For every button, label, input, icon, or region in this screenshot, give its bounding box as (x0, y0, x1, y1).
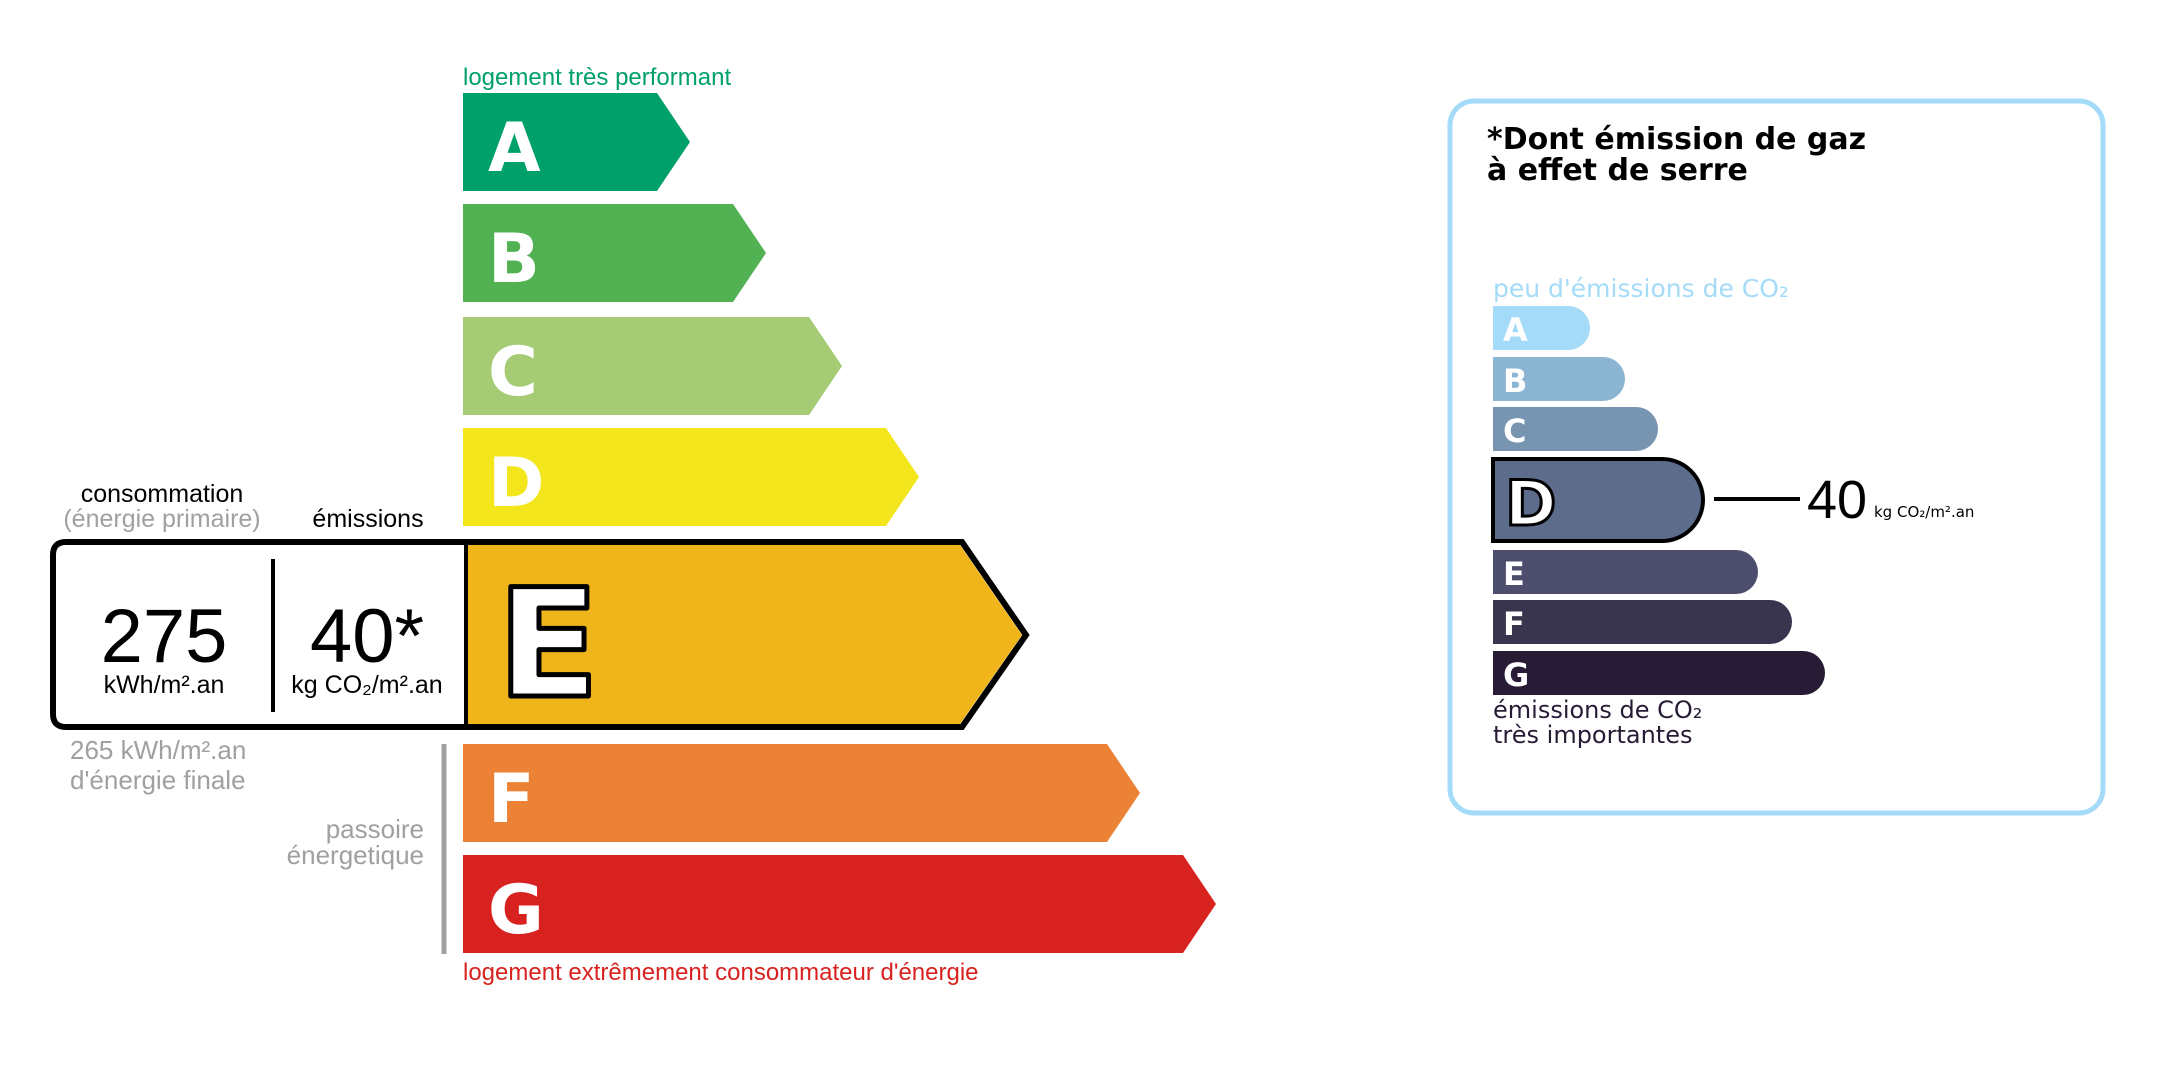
ges-bar (1493, 600, 1792, 644)
ges-title-1: *Dont émission de gaz (1487, 122, 1866, 157)
ges-bar (1493, 306, 1590, 350)
energy-bar (463, 744, 1140, 842)
current-class-arrow (466, 545, 1022, 724)
ges-top-label: peu d'émissions de CO₂ (1493, 274, 1789, 303)
passoire-label-2: énergetique (287, 840, 424, 870)
energy-bar (463, 317, 842, 415)
energy-class-g: G (463, 855, 1216, 953)
ges-bar (1491, 457, 1705, 543)
consumption-sublabel: (énergie primaire) (63, 505, 260, 533)
energy-bar (463, 204, 766, 302)
emissions-label: émissions (312, 505, 423, 533)
ges-class-letter: A (1503, 311, 1528, 349)
passoire-label: passoire (326, 814, 424, 844)
energy-class-letter: C (488, 333, 538, 412)
energy-class-f: F (463, 744, 1140, 842)
energy-class-a: A (463, 93, 690, 191)
energy-class-letter: G (488, 871, 544, 950)
emissions-unit: kg CO₂/m².an (291, 671, 442, 699)
energy-class-d: D (463, 428, 919, 526)
ges-bar (1493, 357, 1625, 401)
consumption-value: 275 (101, 594, 228, 679)
energy-class-b: B (463, 204, 766, 302)
ges-class-letter: E (1503, 555, 1525, 593)
energy-bar (463, 855, 1216, 953)
energy-bar (463, 93, 690, 191)
ges-bar (1493, 407, 1658, 451)
ges-unit: kg CO₂/m².an (1874, 503, 1974, 521)
final-energy-label: d'énergie finale (70, 765, 246, 795)
ges-bottom-label-1: émissions de CO₂ (1493, 696, 1702, 724)
energy-class-letter: F (488, 760, 534, 839)
energy-top-label: logement très performant (463, 64, 731, 91)
energy-bar (463, 428, 919, 526)
ges-class-e: E (1493, 550, 1758, 594)
ges-class-letter: B (1503, 362, 1527, 400)
ges-class-d: D (1491, 457, 1705, 543)
ges-bar (1493, 651, 1825, 695)
ges-title-2: à effet de serre (1487, 153, 1748, 188)
ges-bottom-label-2: très importantes (1493, 721, 1693, 749)
energy-class-letter: D (488, 444, 544, 523)
current-energy-box: E 275 kWh/m².an 40* kg CO₂/m².an (50, 539, 1030, 735)
ges-bar (1493, 550, 1758, 594)
consumption-unit: kWh/m².an (104, 671, 225, 699)
energy-class-letter: B (488, 220, 540, 299)
emissions-value: 40* (310, 594, 424, 679)
energy-class-c: C (463, 317, 842, 415)
consumption-label: consommation (81, 480, 244, 508)
ges-value: 40 (1807, 470, 1867, 530)
energy-class-letter: A (488, 109, 541, 188)
ges-class-letter: F (1503, 605, 1525, 643)
ges-class-a: A (1493, 306, 1590, 350)
ges-class-b: B (1493, 357, 1625, 401)
current-class-letter: E (497, 558, 599, 732)
ges-class-letter: C (1503, 412, 1526, 450)
ges-class-letter: G (1503, 656, 1529, 694)
final-energy-value: 265 kWh/m².an (70, 735, 246, 765)
ges-class-g: G (1493, 651, 1825, 695)
ges-class-c: C (1493, 407, 1658, 451)
ges-class-f: F (1493, 600, 1792, 644)
ges-class-letter: D (1505, 467, 1556, 540)
energy-bottom-label: logement extrêmement consommateur d'éner… (463, 959, 979, 986)
